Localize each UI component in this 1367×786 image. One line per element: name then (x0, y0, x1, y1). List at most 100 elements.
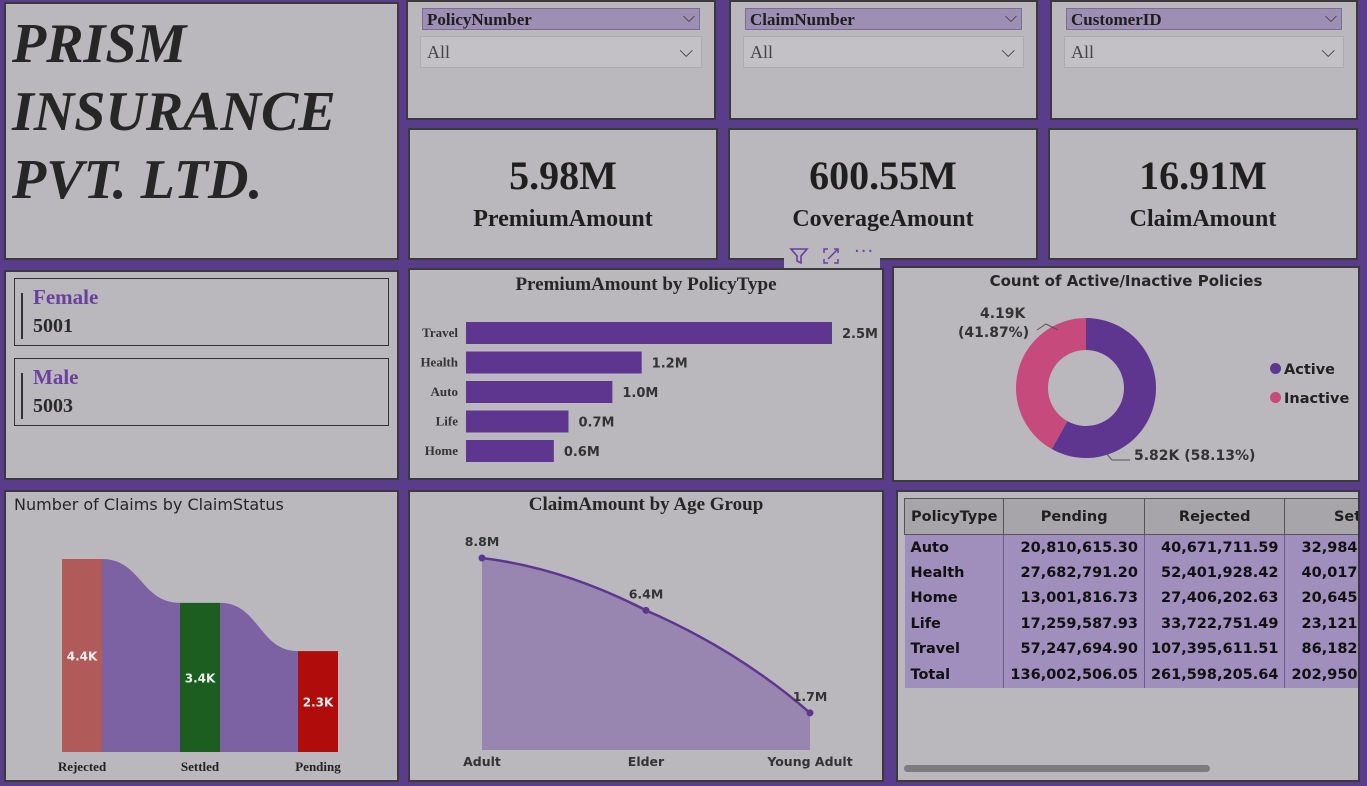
male-card: Male 5003 (14, 358, 389, 426)
donut-slice-active[interactable] (1051, 318, 1156, 458)
chart-title: Count of Active/Inactive Policies (989, 272, 1263, 290)
column-header[interactable]: PolicyType (903, 498, 1005, 535)
claims-matrix-panel: PolicyType Pending Rejected Settled Auto… (896, 490, 1360, 782)
gender-count: 5001 (33, 315, 73, 337)
data-point[interactable] (642, 606, 650, 614)
ribbon-svg: 4.4K Rejected 3.4K Settled 2.3K Pending (58, 559, 341, 774)
more-options-icon[interactable]: ··· (854, 241, 875, 262)
table-cell: 23,121,204 (1284, 611, 1358, 637)
active-data-label: 5.82K (58.13%) (1134, 448, 1256, 464)
active-leader-line (1105, 452, 1130, 461)
premium-bar-svg: Travel 2.5M Health 1.2M Auto 1.0M Life 0.7M Home… (420, 322, 878, 462)
chevron-down-icon[interactable]: ⌵ (682, 7, 695, 26)
status-column[interactable] (62, 559, 102, 752)
status-column[interactable] (180, 602, 220, 752)
table-cell: Home (904, 585, 1005, 611)
donut-slice-inactive[interactable] (1016, 318, 1086, 450)
category-tick-label: Young Adult (766, 754, 852, 769)
column-header[interactable]: Pending (1003, 498, 1145, 535)
gender-count: 5003 (33, 395, 73, 417)
table-cell: Travel (904, 636, 1005, 662)
table-row[interactable]: Health 27,682,791.20 52,401,928.42 40,01… (904, 560, 1358, 586)
slicer-header[interactable]: CustomerID ⌵ (1066, 7, 1342, 30)
donut-svg (1016, 318, 1156, 461)
data-label: 6.4M (629, 586, 664, 601)
table-cell: 40,671,711.59 (1144, 534, 1286, 560)
chevron-down-icon[interactable]: ⌵ (679, 41, 693, 62)
table-cell: 57,247,694.90 (1003, 636, 1145, 662)
category-tick-label: Adult (463, 754, 501, 769)
category-tick-label: Health (420, 355, 458, 370)
table-cell: 107,395,611.51 (1144, 636, 1286, 662)
filter-icon[interactable] (788, 245, 810, 267)
claimnumber-slicer: ClaimNumber ⌵ All ⌵ (729, 0, 1038, 120)
legend-dot-inactive (1270, 392, 1281, 403)
data-label: 3.4K (185, 671, 216, 685)
chevron-down-icon[interactable]: ⌵ (1324, 7, 1337, 26)
table-cell: 136,002,506.05 (1003, 662, 1145, 688)
chevron-down-icon[interactable]: ⌵ (1004, 7, 1017, 26)
category-tick-label: Auto (431, 384, 458, 399)
claims-by-status-chart: Number of Claims by ClaimStatus 4.4K Reje… (4, 490, 399, 782)
kpi-label: CoverageAmount (792, 206, 974, 232)
column-header[interactable]: Settled (1284, 498, 1358, 535)
inactive-leader-line (1036, 323, 1059, 331)
focus-mode-icon[interactable] (820, 245, 842, 267)
category-tick-label: Home (425, 443, 458, 458)
table-row[interactable]: Life 17,259,587.93 33,722,751.49 23,121,… (904, 611, 1358, 637)
customerid-slicer: CustomerID ⌵ All ⌵ (1050, 0, 1358, 120)
category-tick-label: Life (436, 414, 459, 429)
table-cell: 40,017,100 (1284, 560, 1358, 586)
female-card: Female 5001 (14, 278, 389, 346)
visual-header: ··· (784, 241, 880, 269)
table-cell: 52,401,928.42 (1144, 560, 1286, 586)
dropdown-value: All (1071, 42, 1095, 62)
table-cell: 27,406,202.63 (1144, 585, 1286, 611)
bar[interactable] (466, 322, 832, 344)
data-point[interactable] (806, 709, 814, 717)
horizontal-scrollbar[interactable] (904, 765, 1210, 772)
data-label: 2.3K (303, 696, 334, 710)
claim-kpi-card: 16.91M ClaimAmount (1048, 128, 1358, 260)
coverage-kpi-card: 600.55M CoverageAmount (728, 128, 1038, 260)
bar[interactable] (466, 410, 569, 433)
table-cell: 13,001,816.73 (1003, 585, 1145, 611)
table-row[interactable]: Travel 57,247,694.90 107,395,611.51 86,1… (904, 636, 1358, 662)
chevron-down-icon[interactable]: ⌵ (1321, 41, 1335, 62)
claimnumber-dropdown[interactable]: All ⌵ (743, 36, 1024, 68)
bar[interactable] (466, 440, 554, 462)
active-inactive-donut-chart: Count of Active/Inactive Policies 4.19K … (892, 266, 1360, 482)
kpi-label: ClaimAmount (1129, 206, 1277, 232)
table-cell: 202,950,786 (1284, 662, 1358, 688)
data-label: 1.7M (793, 689, 828, 704)
table-header-row: PolicyType Pending Rejected Settled (903, 498, 1358, 535)
ribbon-connector (102, 559, 180, 752)
policynumber-dropdown[interactable]: All ⌵ (420, 36, 702, 68)
customerid-dropdown[interactable]: All ⌵ (1064, 36, 1344, 68)
area-fill (482, 558, 810, 750)
table-row[interactable]: Home 13,001,816.73 27,406,202.63 20,645,… (904, 585, 1358, 611)
bar[interactable] (466, 351, 642, 374)
table-row[interactable]: Auto 20,810,615.30 40,671,711.59 32,984,… (904, 534, 1358, 560)
gender-panel: Female 5001 Male 5003 (4, 270, 399, 480)
kpi-value: 16.91M (1139, 153, 1267, 198)
slicer-header[interactable]: ClaimNumber ⌵ (745, 7, 1022, 30)
table-cell: 20,645,568 (1284, 585, 1358, 611)
legend-item-inactive[interactable]: Inactive (1270, 391, 1349, 407)
legend-item-active[interactable]: Active (1270, 362, 1335, 378)
premium-by-policytype-chart: PremiumAmount by PolicyType Travel 2.5M He… (408, 268, 884, 480)
data-point[interactable] (478, 554, 486, 562)
column-header[interactable]: Rejected (1143, 498, 1286, 535)
claimamount-by-age-chart: ClaimAmount by Age Group 8.8M Adult 6.4M El… (408, 490, 884, 782)
slicer-header[interactable]: PolicyNumber ⌵ (422, 7, 700, 30)
status-column[interactable] (298, 651, 338, 752)
age-area-svg: 8.8M Adult 6.4M Elder 1.7M Young Adult (463, 534, 853, 769)
bar[interactable] (466, 381, 613, 403)
chevron-down-icon[interactable]: ⌵ (1001, 41, 1015, 62)
category-tick-label: Settled (181, 759, 220, 774)
data-label: 0.6M (564, 445, 600, 460)
claims-matrix-table: PolicyType Pending Rejected Settled Auto… (903, 498, 1358, 688)
dropdown-value: All (427, 42, 451, 62)
slicer-title: PolicyNumber (427, 10, 532, 29)
policynumber-slicer: PolicyNumber ⌵ All ⌵ (406, 0, 716, 120)
